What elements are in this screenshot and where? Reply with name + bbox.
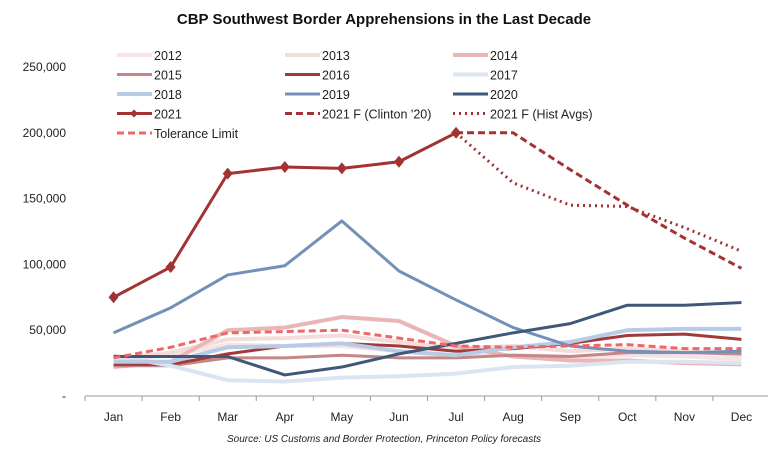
series-line-2021-f-hist-avgs-: [455, 131, 743, 253]
legend-label: 2018: [154, 88, 182, 102]
x-tick-label: Feb: [160, 410, 181, 424]
data-point-marker: [165, 261, 176, 274]
legend-label: 2014: [490, 49, 518, 63]
y-tick-label: 250,000: [23, 60, 67, 74]
x-tick-label: Jul: [448, 410, 463, 424]
data-point-marker: [279, 161, 290, 174]
y-tick-label: -: [62, 389, 66, 403]
data-point-marker: [336, 162, 347, 175]
chart-source: Source: US Customs and Border Protection…: [227, 434, 541, 445]
series-line-2021-f-clinton-20-: [456, 131, 743, 270]
x-tick-label: Dec: [731, 410, 752, 424]
data-point-marker: [222, 167, 233, 180]
legend-label: 2021 F (Clinton '20): [322, 108, 431, 122]
chart-title: CBP Southwest Border Apprehensions in th…: [177, 11, 591, 28]
series-line-2018: [113, 326, 742, 364]
series-line-2017: [113, 353, 742, 384]
x-tick-label: Oct: [618, 410, 637, 424]
series-line-2020: [113, 301, 742, 377]
legend-label: Tolerance Limit: [154, 127, 239, 141]
y-tick-label: 50,000: [29, 323, 66, 337]
series-line-2013: [113, 333, 742, 362]
x-tick-label: Mar: [217, 410, 238, 424]
y-tick-label: 150,000: [23, 192, 67, 206]
legend-label: 2015: [154, 69, 182, 83]
data-point-marker: [108, 291, 119, 304]
legend-label: 2012: [154, 49, 182, 63]
legend-label: 2021: [154, 108, 182, 122]
legend-label: 2016: [322, 69, 350, 83]
x-tick-label: Aug: [502, 410, 523, 424]
legend-marker: [130, 109, 138, 118]
legend-label: 2017: [490, 69, 518, 83]
x-tick-label: May: [331, 410, 354, 424]
y-tick-label: 100,000: [23, 257, 67, 271]
legend-label: 2020: [490, 88, 518, 102]
x-tick-label: Sep: [560, 410, 582, 424]
x-tick-label: Jan: [104, 410, 123, 424]
x-tick-label: Jun: [389, 410, 408, 424]
legend-label: 2013: [322, 49, 350, 63]
legend-label: 2021 F (Hist Avgs): [490, 108, 593, 122]
series-line-2019: [112, 219, 742, 355]
y-tick-label: 200,000: [23, 126, 67, 140]
data-point-marker: [393, 155, 404, 168]
legend-label: 2019: [322, 88, 350, 102]
x-tick-label: Apr: [275, 410, 294, 424]
x-tick-label: Nov: [674, 410, 695, 424]
